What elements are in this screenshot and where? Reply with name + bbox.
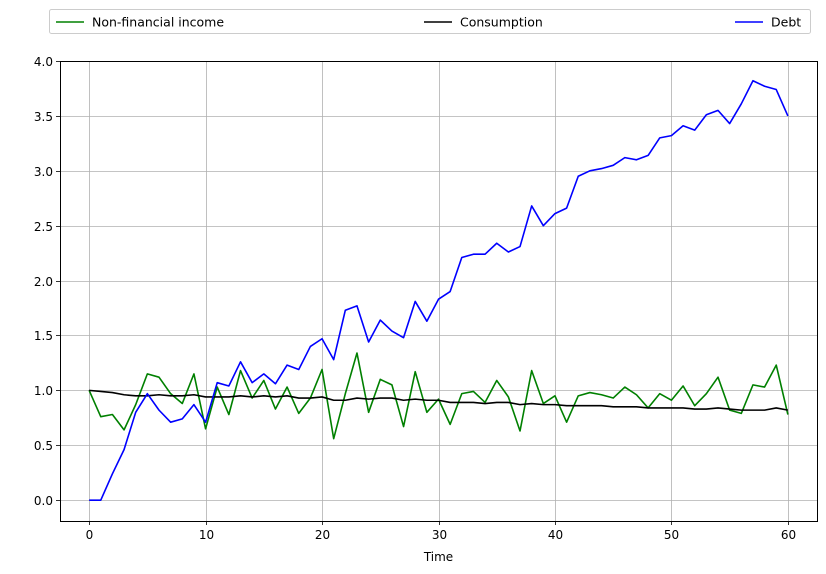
x-tick-label: 50 (664, 528, 679, 542)
x-axis-title: Time (423, 550, 453, 564)
y-tick-label: 0.0 (34, 494, 53, 508)
x-tick-label: 10 (199, 528, 214, 542)
series-line-consumption (89, 389, 789, 411)
legend-label-non-financial-income: Non-financial income (92, 15, 224, 30)
y-tick-label: 2.0 (34, 275, 53, 289)
x-tick-label: 0 (86, 528, 94, 542)
x-tick-label: 20 (315, 528, 330, 542)
legend: Non-financial income Consumption Debt (49, 9, 811, 34)
y-axis: 0.0 0.5 1.0 1.5 2.0 2.5 3.0 3.5 4.0 (34, 55, 60, 508)
grid (60, 61, 817, 521)
series-line-non-financial-income (88, 352, 789, 440)
y-tick-label: 2.5 (34, 220, 53, 234)
y-tick-label: 4.0 (34, 55, 53, 69)
y-tick-label: 3.5 (34, 110, 53, 124)
x-tick-label: 40 (548, 528, 563, 542)
y-tick-label: 1.0 (34, 384, 53, 398)
series-lines (88, 79, 789, 501)
x-tick-label: 60 (781, 528, 796, 542)
legend-label-consumption: Consumption (460, 15, 543, 30)
y-tick-label: 1.5 (34, 329, 53, 343)
plot-frame (60, 61, 818, 522)
x-axis: 0 10 20 30 40 50 60 (86, 521, 796, 542)
legend-label-debt: Debt (771, 15, 801, 30)
series-line-debt (89, 79, 789, 501)
y-tick-label: 0.5 (34, 439, 53, 453)
y-tick-label: 3.0 (34, 165, 53, 179)
x-tick-label: 30 (432, 528, 447, 542)
